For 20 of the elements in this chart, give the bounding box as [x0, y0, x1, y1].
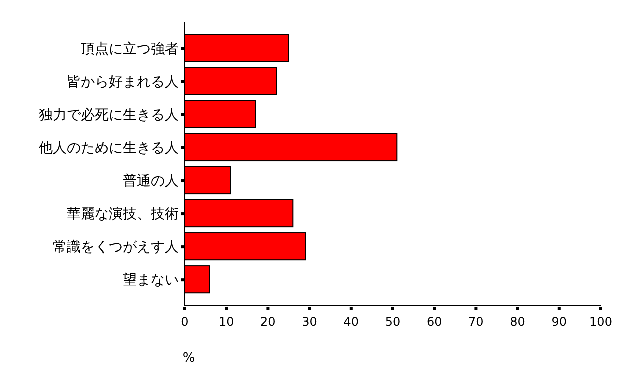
y-tick-label: 華麗な演技、技術	[67, 206, 179, 223]
y-tick-label: 常識をくつがえす人	[53, 240, 179, 256]
y-tick-label: 独力で必死に生きる人	[39, 107, 179, 124]
x-tick-label: 0	[181, 315, 189, 329]
x-tick-label: 10	[218, 315, 234, 329]
y-tick-label: 頂点に立つ強者	[81, 41, 179, 58]
x-tick-label: 60	[426, 315, 442, 329]
x-tick-label: 20	[260, 315, 276, 329]
x-tick-label: 80	[510, 315, 526, 329]
x-tick-label: 100	[590, 315, 612, 329]
y-tick-label: 皆から好まれる人	[67, 74, 179, 90]
x-axis-title: %	[182, 351, 196, 366]
y-tick-label: 他人のために生きる人	[39, 140, 179, 156]
x-tick-label: 40	[344, 315, 360, 329]
y-tick-label: 望まない	[123, 272, 179, 289]
x-tick-label: 90	[552, 315, 568, 329]
x-tick-label: 50	[385, 315, 401, 329]
y-tick-label: 普通の人	[123, 172, 179, 190]
x-tick-label: 70	[468, 315, 484, 329]
x-tick-label: 30	[302, 315, 318, 329]
